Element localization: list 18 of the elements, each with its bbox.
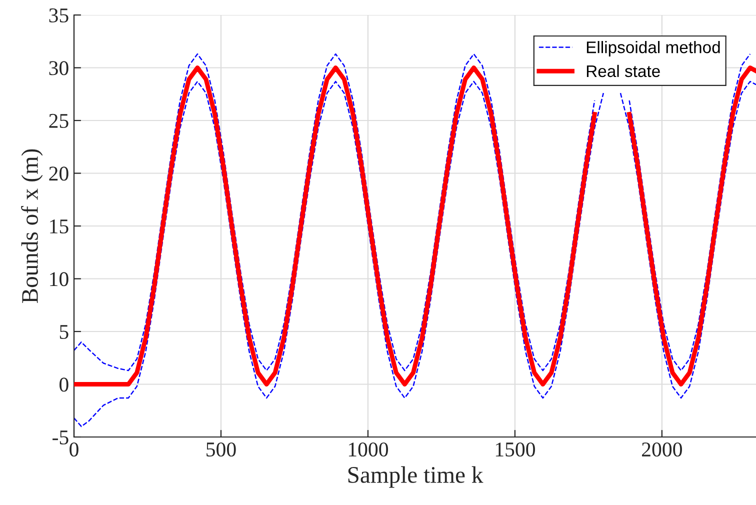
y-tick-label: 35 [49,8,68,22]
x-tick-label: 1000 [348,442,388,457]
y-axis-title: Bounds of x (m) [21,149,43,304]
legend-label: Ellipsoidal method [586,40,720,57]
x-tick-label: 1500 [496,442,535,457]
y-tick-label: -5 [52,430,68,444]
y-tick-label: 20 [49,166,68,181]
y-tick-label: 30 [49,61,68,76]
y-tick-label: 0 [60,378,68,392]
y-tick-label: 15 [50,219,68,234]
x-axis-title: Sample time k [348,466,484,488]
x-tick-label: 2000 [642,442,682,457]
legend-label: Real state [586,64,660,78]
y-tick-label: 10 [50,272,68,286]
x-tick-label: 500 [206,442,236,457]
y-tick-label: 25 [49,114,68,128]
x-tick-label: 0 [70,442,78,457]
y-tick-label: 5 [60,325,68,339]
